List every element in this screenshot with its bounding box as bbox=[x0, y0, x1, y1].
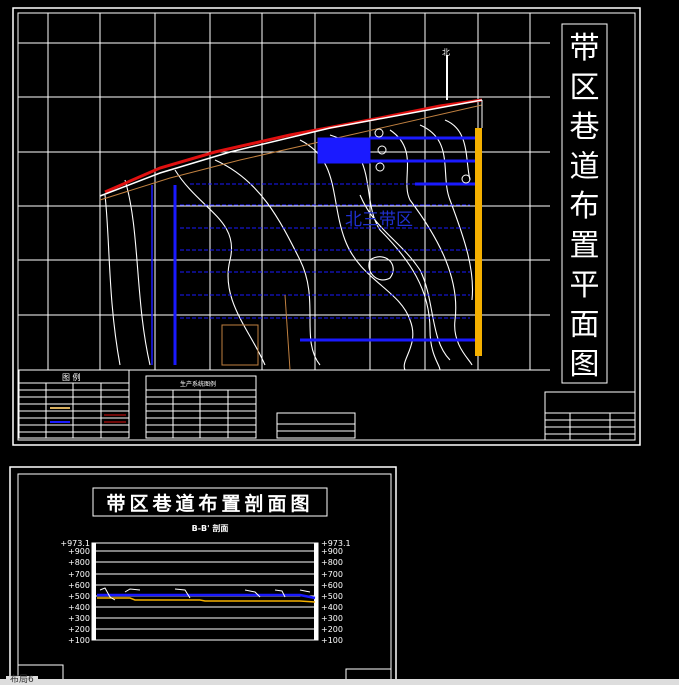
left-level-label: +800 bbox=[68, 558, 90, 567]
adit-structure bbox=[221, 294, 291, 371]
plan-title-char: 道 bbox=[570, 150, 600, 185]
contour-lines bbox=[104, 119, 474, 371]
left-level-label: +600 bbox=[68, 581, 90, 590]
section-profile: +973.1 +973.1+900 +900+800 +800+700 +700+600… bbox=[60, 539, 350, 645]
right-level-label: +700 bbox=[321, 570, 343, 579]
plan-title-char: 带 bbox=[570, 31, 600, 66]
right-level-label: +900 bbox=[321, 547, 343, 556]
production-legend-table bbox=[145, 375, 257, 439]
svg-text:北: 北 bbox=[442, 48, 450, 57]
status-bar bbox=[0, 679, 679, 685]
production-legend-title: 生产系统图例 bbox=[180, 380, 216, 388]
plan-title-char: 巷 bbox=[570, 110, 600, 145]
right-level-label: +400 bbox=[321, 603, 343, 612]
plan-title-char: 图 bbox=[570, 347, 600, 382]
left-level-label: +900 bbox=[68, 547, 90, 556]
right-level-label: +500 bbox=[321, 592, 343, 601]
right-level-label: +200 bbox=[321, 625, 343, 634]
shaft-markers bbox=[374, 128, 471, 184]
north-arrow-icon: 北 bbox=[442, 48, 450, 100]
plan-title-char: 布 bbox=[570, 189, 600, 224]
right-level-label: +973.1 bbox=[321, 539, 351, 548]
legend-title: 图 例 bbox=[62, 372, 81, 382]
inner-frame bbox=[17, 12, 636, 441]
right-level-label: +100 bbox=[321, 636, 343, 645]
plan-title-char: 区 bbox=[570, 71, 600, 106]
small-info-table bbox=[276, 412, 356, 439]
section-sheet bbox=[9, 466, 397, 685]
left-level-label: +500 bbox=[68, 592, 90, 601]
hatched-coal-pillar bbox=[317, 137, 371, 164]
section-strata bbox=[97, 587, 316, 603]
section-title-box bbox=[92, 487, 328, 517]
outer-frame bbox=[12, 7, 641, 446]
legend-table bbox=[18, 369, 130, 439]
title-block bbox=[544, 391, 636, 441]
layout-tab[interactable]: 布局6 bbox=[6, 676, 38, 685]
right-level-label: +800 bbox=[321, 558, 343, 567]
section-legend-block bbox=[17, 664, 64, 685]
left-level-label: +400 bbox=[68, 603, 90, 612]
left-level-label: +973.1 bbox=[60, 539, 90, 548]
section-title-block bbox=[345, 668, 392, 685]
section-subtitle: B-B' 剖面 bbox=[192, 523, 229, 533]
left-level-label: +200 bbox=[68, 625, 90, 634]
title-column-box bbox=[561, 23, 608, 384]
section-title: 带区巷道布置剖面图 bbox=[106, 492, 313, 515]
right-level-label: +300 bbox=[321, 614, 343, 623]
left-level-label: +700 bbox=[68, 570, 90, 579]
roadways bbox=[151, 136, 478, 365]
left-level-label: +100 bbox=[68, 636, 90, 645]
coordinate-grid bbox=[18, 13, 550, 371]
zone-label: 北三带区 bbox=[345, 210, 413, 230]
left-level-label: +300 bbox=[68, 614, 90, 623]
plan-title-char: 置 bbox=[570, 229, 600, 264]
right-level-label: +600 bbox=[321, 581, 343, 590]
plan-title-char: 平 bbox=[570, 268, 600, 303]
plan-title-char: 面 bbox=[570, 308, 600, 343]
belt-roadway bbox=[475, 100, 483, 356]
mine-boundary bbox=[99, 98, 483, 201]
